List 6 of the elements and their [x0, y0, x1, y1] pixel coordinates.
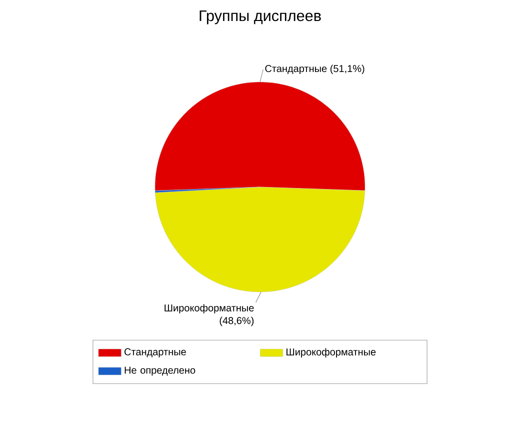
data-label: Стандартные (51,1%) — [265, 64, 364, 74]
legend-label: Стандартные — [124, 348, 186, 358]
legend-label: Не определено — [124, 366, 196, 376]
legend-label: Широкоформатные — [286, 348, 376, 358]
chart-title: Группы дисплеев — [200, 10, 321, 24]
data-label: Широкоформатные (48,6%) — [164, 304, 254, 326]
